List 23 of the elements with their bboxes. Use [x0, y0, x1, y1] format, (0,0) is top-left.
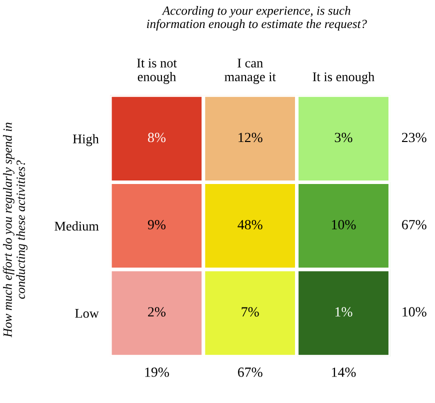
chart-title: According to your experience, is such information enough to estimate the request? — [147, 6, 367, 31]
y2-tick-label: 10% — [402, 307, 426, 317]
data-label: 10% — [332, 220, 356, 230]
y-tick-label: Low — [75, 309, 99, 318]
text: 14% — [332, 368, 356, 377]
text: 19% — [145, 368, 169, 377]
data-label: 8% — [148, 132, 166, 142]
data-label: 48% — [238, 220, 262, 230]
y2-tick-label: 67% — [402, 220, 426, 230]
data-label: 2% — [148, 307, 166, 317]
text: 67% — [238, 368, 262, 377]
y-tick-label: Medium — [54, 221, 99, 231]
data-label: 1% — [335, 307, 352, 317]
y2-tick-label: 23% — [402, 132, 426, 142]
data-label: 3% — [334, 132, 352, 142]
y-tick-label: High — [72, 134, 99, 146]
y-axis-title: How much effort do you regularly spend in conducting these activities? — [2, 122, 28, 338]
x-tick-label: It is not enough — [137, 58, 177, 84]
x-tick-label: I can manage it — [224, 58, 276, 84]
data-label: 9% — [148, 220, 166, 230]
data-label: 7% — [242, 307, 259, 317]
data-label: 12% — [238, 132, 262, 142]
x-tick-label: It is enough — [312, 72, 374, 84]
